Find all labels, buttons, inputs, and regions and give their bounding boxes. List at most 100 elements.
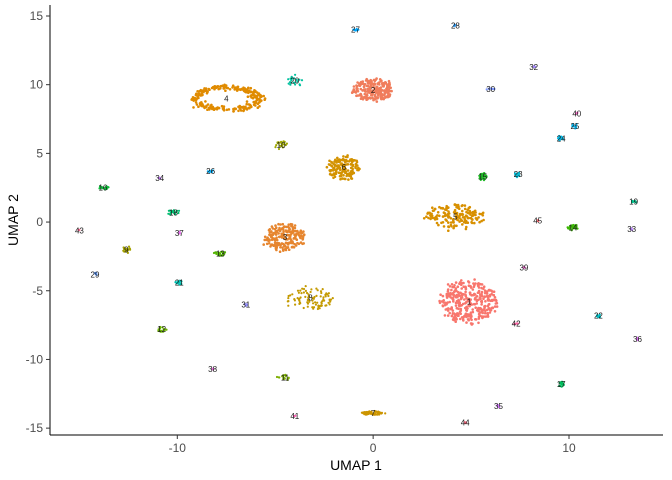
cluster-label-6: 6: [342, 163, 347, 172]
data-point: [472, 302, 476, 306]
data-point: [562, 382, 565, 385]
data-point: [342, 155, 345, 158]
data-point: [246, 95, 250, 98]
data-point: [346, 169, 350, 172]
data-point: [460, 212, 464, 216]
cluster-label-37: 37: [175, 229, 184, 238]
data-point: [227, 108, 231, 111]
data-point: [447, 221, 450, 224]
data-point: [482, 297, 485, 301]
data-point: [208, 171, 211, 174]
data-point: [302, 287, 306, 291]
data-point: [78, 228, 81, 232]
data-point: [355, 84, 359, 88]
data-point: [480, 219, 483, 223]
data-point: [355, 164, 359, 167]
data-point: [457, 215, 461, 219]
data-point: [267, 238, 270, 241]
data-point: [287, 223, 291, 226]
data-point: [290, 79, 293, 82]
data-point: [281, 222, 285, 226]
data-point: [316, 301, 319, 304]
data-point: [291, 293, 294, 296]
data-point: [303, 233, 306, 237]
data-point: [359, 92, 362, 96]
data-point: [464, 287, 468, 291]
data-point: [463, 216, 466, 219]
data-point: [366, 84, 370, 87]
data-point: [435, 221, 439, 225]
data-point: [177, 209, 181, 212]
data-point: [265, 242, 269, 246]
data-point: [558, 381, 561, 384]
data-point: [157, 176, 160, 180]
data-point: [194, 93, 198, 97]
data-point: [226, 86, 230, 90]
data-point: [471, 308, 475, 311]
data-point: [329, 170, 332, 173]
data-point: [161, 326, 164, 329]
cluster-label-19: 19: [629, 198, 638, 207]
data-point: [233, 86, 237, 89]
data-point: [361, 97, 365, 101]
data-point: [247, 86, 250, 90]
cluster-12-points: [157, 325, 168, 333]
data-point: [447, 210, 450, 213]
data-point: [485, 88, 488, 91]
data-point: [256, 106, 260, 109]
data-point: [335, 165, 339, 168]
data-point: [346, 163, 350, 166]
data-point: [299, 289, 302, 292]
data-point: [460, 283, 463, 287]
data-point: [448, 285, 452, 288]
data-point: [456, 285, 460, 289]
cluster-label-32: 32: [529, 63, 538, 72]
data-point: [175, 209, 179, 212]
cluster-labels-layer: 1234567891011121314151617181920212223242…: [75, 22, 643, 428]
data-point: [493, 87, 496, 91]
data-point: [491, 299, 494, 302]
data-point: [214, 85, 217, 88]
data-point: [462, 281, 465, 285]
data-point: [387, 92, 390, 96]
points-layer: [77, 23, 640, 425]
data-point: [456, 218, 460, 222]
data-point: [572, 123, 575, 126]
data-point: [298, 78, 301, 81]
data-point: [245, 100, 249, 103]
data-point: [273, 241, 277, 245]
data-point: [356, 89, 360, 93]
data-point: [450, 314, 454, 318]
data-point: [455, 312, 459, 315]
data-point: [468, 205, 472, 209]
data-point: [341, 158, 345, 161]
data-point: [470, 221, 474, 225]
data-point: [479, 294, 482, 297]
data-point: [346, 172, 349, 176]
data-point: [327, 163, 331, 166]
data-point: [244, 105, 247, 109]
cluster-36-points: [635, 336, 640, 342]
data-point: [474, 213, 477, 217]
data-point: [190, 97, 194, 101]
cluster-label-1: 1: [467, 298, 472, 307]
data-point: [289, 83, 292, 86]
data-point: [275, 375, 279, 379]
data-point: [317, 304, 320, 307]
data-point: [255, 97, 259, 100]
data-point: [325, 292, 328, 295]
data-point: [575, 123, 578, 126]
data-point: [124, 248, 127, 251]
cluster-label-34: 34: [155, 174, 164, 183]
data-point: [300, 292, 303, 295]
data-point: [106, 185, 109, 189]
data-point: [456, 314, 460, 318]
data-point: [249, 94, 253, 97]
data-point: [199, 102, 202, 106]
data-point: [254, 101, 258, 104]
data-point: [267, 242, 271, 245]
data-point: [270, 233, 274, 237]
data-point: [376, 88, 380, 92]
data-point: [212, 367, 215, 371]
data-point: [444, 214, 448, 217]
